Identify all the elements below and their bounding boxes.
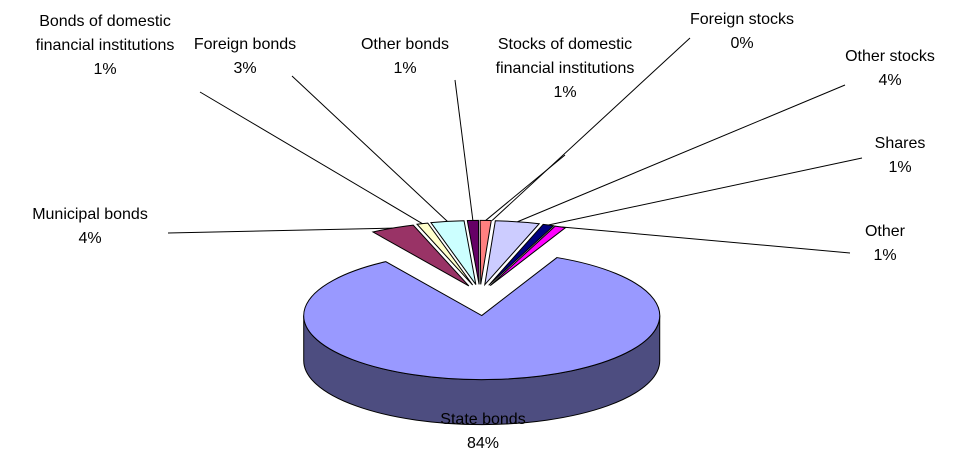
value-label: 4%	[78, 230, 102, 247]
leader-line	[517, 84, 846, 223]
leader-line	[454, 79, 474, 221]
category-label: Shares	[874, 135, 926, 152]
pie-slice	[488, 223, 555, 286]
leader-line	[199, 91, 423, 225]
slice-label: Bonds of domestic financial institutions…	[30, 10, 180, 82]
leader-line	[491, 37, 691, 221]
slice-label: Foreign stocks 0%	[667, 8, 817, 56]
category-label: Bonds of domestic financial institutions	[35, 13, 175, 54]
slice-label: State bonds 84%	[408, 408, 558, 456]
slice-label: Other bonds 1%	[330, 33, 480, 81]
category-label: Other stocks	[845, 48, 935, 65]
value-label: 1%	[553, 84, 577, 101]
slice-tops	[303, 219, 661, 381]
category-label: Other bonds	[360, 36, 450, 53]
value-label: 3%	[233, 60, 257, 77]
value-label: 0%	[730, 35, 754, 52]
slice-label: Foreign bonds 3%	[170, 33, 320, 81]
value-label: 84%	[466, 435, 500, 452]
pie-slice	[416, 222, 474, 286]
value-label: 1%	[93, 61, 117, 78]
pie-slice	[371, 224, 470, 287]
slice-label: Shares 1%	[825, 132, 966, 180]
value-label: 1%	[393, 60, 417, 77]
category-label: Other	[864, 223, 905, 240]
category-label: Municipal bonds	[32, 206, 148, 223]
slice-label: Other 1%	[810, 220, 960, 268]
pie-slice	[484, 220, 541, 287]
leader-line	[291, 75, 448, 222]
slice-label: Other stocks 4%	[815, 45, 965, 93]
category-label: State bonds	[440, 411, 526, 428]
category-label: Foreign stocks	[689, 11, 795, 28]
category-label: Stocks of domestic financial institution…	[495, 36, 635, 77]
leader-line	[167, 227, 393, 234]
leader-line	[560, 226, 851, 254]
slice-label: Stocks of domestic financial institution…	[490, 33, 640, 105]
value-label: 4%	[878, 72, 902, 89]
slice-label: Municipal bonds 4%	[15, 203, 165, 251]
leader-line	[548, 157, 863, 226]
value-label: 1%	[873, 247, 897, 264]
value-label: 1%	[888, 159, 912, 176]
pie-slice	[303, 257, 661, 381]
category-label: Foreign bonds	[193, 36, 297, 53]
